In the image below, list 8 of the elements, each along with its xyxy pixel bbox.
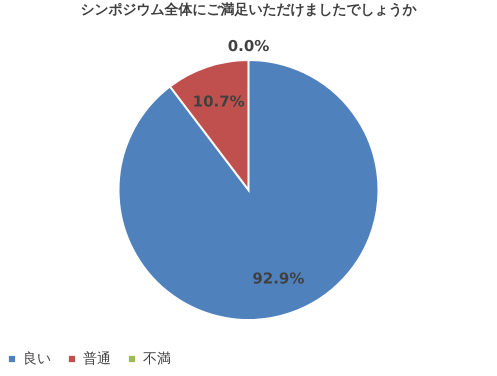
pie-slice bbox=[118, 59, 380, 321]
chart-title: シンポジウム全体にご満足いただけましたでしょうか bbox=[80, 2, 418, 18]
text: 0.0% bbox=[228, 37, 270, 55]
data-label: 92.9% bbox=[252, 270, 304, 288]
legend-label: 普通 bbox=[83, 350, 111, 367]
legend-label: 良い bbox=[23, 351, 51, 367]
legend-label: 不満 bbox=[143, 351, 171, 367]
data-label: 10.7% bbox=[192, 92, 245, 110]
